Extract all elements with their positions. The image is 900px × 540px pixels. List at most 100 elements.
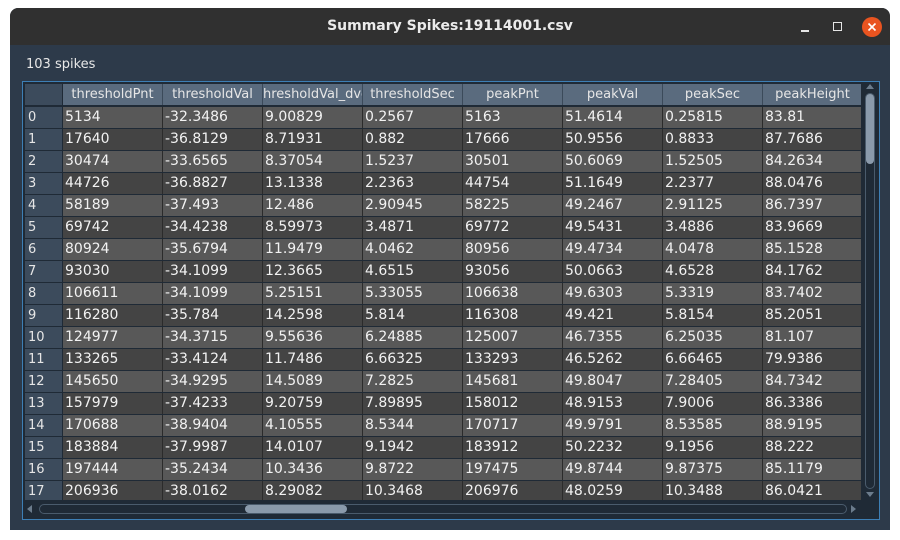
table-cell[interactable]: 83.7402 xyxy=(763,283,861,304)
table-cell[interactable]: 84.2634 xyxy=(763,151,861,172)
table-row[interactable]: 1 17640 -36.8129 8.71931 0.882 17666 50.9556 0.… xyxy=(23,129,861,151)
table-cell[interactable]: 8.71931 xyxy=(263,129,363,150)
table-cell[interactable]: -38.0162 xyxy=(163,481,263,500)
title-bar[interactable]: Summary Spikes:19114001.csv xyxy=(10,8,890,45)
table-cell[interactable]: 12.3665 xyxy=(263,261,363,282)
table-row[interactable]: 9 116280 -35.784 14.2598 5.814 116308 49.421 5.… xyxy=(23,305,861,327)
table-cell[interactable]: 85.1179 xyxy=(763,459,861,480)
table-row[interactable]: 17 206936 -38.0162 8.29082 10.3468 206976 48.0… xyxy=(23,481,861,500)
table-cell[interactable]: -36.8827 xyxy=(163,173,263,194)
close-button[interactable] xyxy=(862,17,882,37)
table-cell[interactable]: 79.9386 xyxy=(763,349,861,370)
table-cell[interactable]: 116280 xyxy=(63,305,163,326)
table-cell[interactable]: -34.1099 xyxy=(163,261,263,282)
row-index[interactable]: 10 xyxy=(25,327,62,348)
row-index[interactable]: 8 xyxy=(25,283,62,304)
row-index[interactable]: 2 xyxy=(25,151,62,172)
table-cell[interactable]: 11.7486 xyxy=(263,349,363,370)
table-row[interactable]: 12 145650 -34.9295 14.5089 7.2825 145681 49.80… xyxy=(23,371,861,393)
table-row[interactable]: 0 5134 -32.3486 9.00829 0.2567 5163 51.4614 0.2… xyxy=(23,107,861,129)
spikes-table[interactable]: thresholdPnt thresholdVal hresholdVal_dvd t… xyxy=(22,81,880,520)
table-cell[interactable]: 11.9479 xyxy=(263,239,363,260)
table-cell[interactable]: 30501 xyxy=(463,151,563,172)
table-cell[interactable]: 13.1338 xyxy=(263,173,363,194)
table-cell[interactable]: 87.7686 xyxy=(763,129,861,150)
table-cell[interactable]: 88.0476 xyxy=(763,173,861,194)
table-cell[interactable]: 124977 xyxy=(63,327,163,348)
table-cell[interactable]: 10.3436 xyxy=(263,459,363,480)
table-cell[interactable]: 14.0107 xyxy=(263,437,363,458)
table-cell[interactable]: 9.55636 xyxy=(263,327,363,348)
table-cell[interactable]: 183912 xyxy=(463,437,563,458)
table-row[interactable]: 7 93030 -34.1099 12.3665 4.6515 93056 50.0663 4… xyxy=(23,261,861,283)
table-cell[interactable]: 8.53585 xyxy=(663,415,763,436)
table-cell[interactable]: -34.1099 xyxy=(163,283,263,304)
column-header[interactable]: thresholdSec xyxy=(363,84,463,105)
table-cell[interactable]: 58225 xyxy=(463,195,563,216)
scroll-down-arrow-icon[interactable] xyxy=(866,492,874,497)
table-cell[interactable]: -36.8129 xyxy=(163,129,263,150)
table-cell[interactable]: 6.25035 xyxy=(663,327,763,348)
row-index[interactable]: 12 xyxy=(25,371,62,392)
table-row[interactable]: 13 157979 -37.4233 9.20759 7.89895 158012 48.9… xyxy=(23,393,861,415)
table-cell[interactable]: -32.3486 xyxy=(163,107,263,128)
table-corner[interactable] xyxy=(25,84,62,105)
table-cell[interactable]: 5.814 xyxy=(363,305,463,326)
table-cell[interactable]: 145681 xyxy=(463,371,563,392)
table-cell[interactable]: 206936 xyxy=(63,481,163,500)
row-index[interactable]: 17 xyxy=(25,481,62,500)
table-cell[interactable]: 4.10555 xyxy=(263,415,363,436)
table-row[interactable]: 16 197444 -35.2434 10.3436 9.8722 197475 49.87… xyxy=(23,459,861,481)
table-cell[interactable]: 1.5237 xyxy=(363,151,463,172)
table-cell[interactable]: 10.3488 xyxy=(663,481,763,500)
column-header[interactable]: peakVal xyxy=(563,84,663,105)
table-cell[interactable]: 49.9791 xyxy=(563,415,663,436)
table-cell[interactable]: 50.9556 xyxy=(563,129,663,150)
row-index[interactable]: 9 xyxy=(25,305,62,326)
table-cell[interactable]: -34.4238 xyxy=(163,217,263,238)
table-cell[interactable]: 86.3386 xyxy=(763,393,861,414)
table-cell[interactable]: -35.784 xyxy=(163,305,263,326)
table-cell[interactable]: 93056 xyxy=(463,261,563,282)
table-cell[interactable]: 0.2567 xyxy=(363,107,463,128)
table-cell[interactable]: 44726 xyxy=(63,173,163,194)
table-cell[interactable]: 4.0462 xyxy=(363,239,463,260)
table-cell[interactable]: 9.8722 xyxy=(363,459,463,480)
scroll-left-arrow-icon[interactable] xyxy=(27,505,32,513)
row-index[interactable]: 4 xyxy=(25,195,62,216)
table-cell[interactable]: 49.421 xyxy=(563,305,663,326)
table-cell[interactable]: 49.5431 xyxy=(563,217,663,238)
table-cell[interactable]: 85.1528 xyxy=(763,239,861,260)
table-cell[interactable]: 93030 xyxy=(63,261,163,282)
table-cell[interactable]: 5.25151 xyxy=(263,283,363,304)
table-cell[interactable]: 49.8744 xyxy=(563,459,663,480)
table-cell[interactable]: 183884 xyxy=(63,437,163,458)
table-cell[interactable]: 0.882 xyxy=(363,129,463,150)
row-index[interactable]: 3 xyxy=(25,173,62,194)
table-cell[interactable]: 5.33055 xyxy=(363,283,463,304)
table-cell[interactable]: 17640 xyxy=(63,129,163,150)
table-cell[interactable]: -34.3715 xyxy=(163,327,263,348)
table-cell[interactable]: 8.37054 xyxy=(263,151,363,172)
table-cell[interactable]: 80956 xyxy=(463,239,563,260)
table-cell[interactable]: -35.6794 xyxy=(163,239,263,260)
table-cell[interactable]: 6.24885 xyxy=(363,327,463,348)
table-cell[interactable]: 197475 xyxy=(463,459,563,480)
table-cell[interactable]: -37.493 xyxy=(163,195,263,216)
row-index[interactable]: 6 xyxy=(25,239,62,260)
table-cell[interactable]: 7.28405 xyxy=(663,371,763,392)
table-cell[interactable]: 2.2377 xyxy=(663,173,763,194)
table-row[interactable]: 15 183884 -37.9987 14.0107 9.1942 183912 50.22… xyxy=(23,437,861,459)
table-cell[interactable]: 50.2232 xyxy=(563,437,663,458)
table-row[interactable]: 3 44726 -36.8827 13.1338 2.2363 44754 51.1649 2… xyxy=(23,173,861,195)
table-row[interactable]: 8 106611 -34.1099 5.25151 5.33055 106638 49.63… xyxy=(23,283,861,305)
table-cell[interactable]: 7.89895 xyxy=(363,393,463,414)
table-cell[interactable]: 84.1762 xyxy=(763,261,861,282)
table-cell[interactable]: 9.00829 xyxy=(263,107,363,128)
table-cell[interactable]: 86.0421 xyxy=(763,481,861,500)
table-cell[interactable]: 170717 xyxy=(463,415,563,436)
row-index[interactable]: 11 xyxy=(25,349,62,370)
vertical-scroll-track[interactable] xyxy=(865,93,875,489)
table-row[interactable]: 6 80924 -35.6794 11.9479 4.0462 80956 49.4734 4… xyxy=(23,239,861,261)
maximize-button[interactable] xyxy=(828,17,848,37)
